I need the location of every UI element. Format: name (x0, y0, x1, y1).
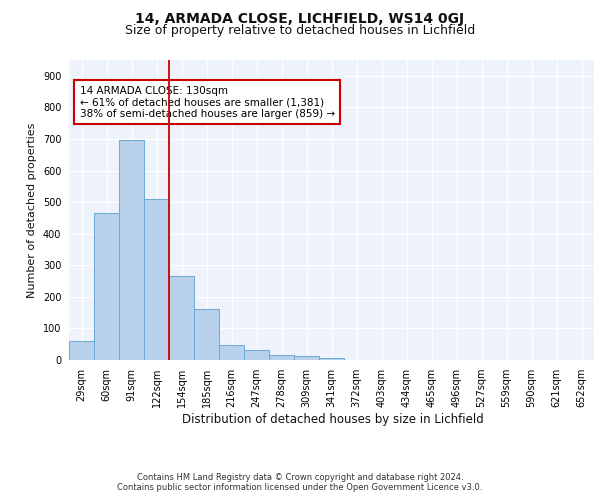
Bar (69, 341, 94, 360)
Bar (319, 358, 344, 360)
Bar (194, 310, 219, 360)
Bar (94, 212, 119, 360)
Text: Distribution of detached houses by size in Lichfield: Distribution of detached houses by size … (182, 412, 484, 426)
Bar (144, 198, 169, 360)
Bar (119, 140, 144, 360)
Bar (269, 355, 294, 360)
Text: 14 ARMADA CLOSE: 130sqm
← 61% of detached houses are smaller (1,381)
38% of semi: 14 ARMADA CLOSE: 130sqm ← 61% of detache… (79, 86, 335, 118)
Bar (169, 276, 194, 360)
Bar (294, 356, 319, 360)
Text: 14, ARMADA CLOSE, LICHFIELD, WS14 0GJ: 14, ARMADA CLOSE, LICHFIELD, WS14 0GJ (136, 12, 464, 26)
Bar (244, 350, 269, 360)
Bar (219, 345, 244, 360)
Text: Size of property relative to detached houses in Lichfield: Size of property relative to detached ho… (125, 24, 475, 37)
Text: Contains HM Land Registry data © Crown copyright and database right 2024.
Contai: Contains HM Land Registry data © Crown c… (118, 472, 482, 492)
Y-axis label: Number of detached properties: Number of detached properties (28, 122, 37, 298)
